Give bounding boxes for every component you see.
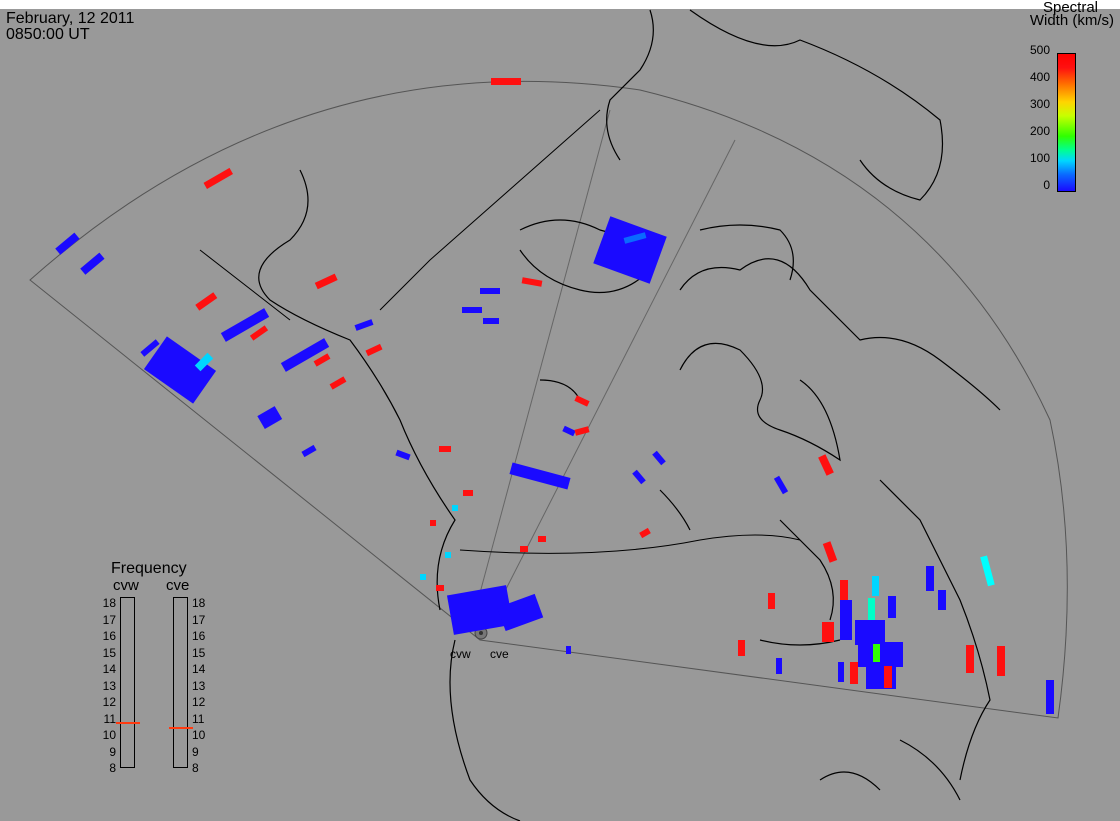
site-label-east: cve	[490, 647, 509, 661]
frequency-scale-label: 13	[102, 678, 116, 693]
frequency-scale-label: 8	[109, 761, 116, 775]
frequency-scale-label: 9	[109, 744, 116, 759]
beam-boundary	[479, 139, 736, 641]
colorbar-tick: 300	[1029, 97, 1050, 111]
frequency-scale-label: 16	[192, 629, 206, 643]
field-of-view-outline	[29, 80, 1068, 719]
frequency-scale-label: 10	[192, 728, 206, 742]
legend-title-line2: Width (km/s)	[1029, 12, 1114, 29]
frequency-scale-label: 18	[192, 596, 206, 610]
frequency-scale-label: 12	[192, 695, 206, 709]
colorbar-tick: 0	[1043, 178, 1050, 192]
echo-layer-mid-width	[194, 232, 995, 662]
colorbar-tick: 100	[1029, 151, 1050, 165]
frequency-scale-label: 17	[102, 612, 116, 627]
beam-boundary	[469, 109, 611, 631]
frequency-scale-label: 15	[102, 645, 116, 660]
top-band	[0, 0, 1120, 9]
frequency-scale-label: 11	[103, 711, 116, 726]
frequency-scale-label: 12	[102, 695, 116, 709]
frequency-station-label-cve: cve	[166, 577, 190, 594]
frequency-scale-label: 13	[192, 678, 206, 693]
date-label: February, 12 2011	[6, 10, 135, 27]
spectral-width-colorbar	[1057, 53, 1076, 192]
frequency-scale-label: 15	[192, 645, 206, 660]
frequency-marker-cve	[169, 726, 193, 729]
frequency-scale-label: 14	[192, 662, 206, 676]
frequency-scale-label: 18	[102, 596, 116, 610]
frequency-scale-label: 10	[102, 728, 116, 742]
radar-site-marker	[479, 631, 483, 635]
time-label: 0850:00 UT	[6, 26, 90, 43]
frequency-scale-label: 17	[192, 612, 206, 627]
colorbar-tick: 500	[1029, 43, 1050, 57]
site-label-west: cvw	[450, 647, 471, 661]
coastline-layer	[258, 9, 1001, 821]
frequency-scale-label: 11	[192, 711, 205, 726]
frequency-gauge-cve	[173, 597, 188, 768]
colorbar-tick: 400	[1029, 70, 1050, 84]
echo-layer-low-width	[55, 216, 1054, 714]
frequency-marker-cvw	[116, 721, 140, 724]
frequency-scale-label: 16	[102, 629, 116, 643]
echo-layer-high-width	[195, 78, 1005, 688]
frequency-scale-label: 9	[192, 744, 199, 759]
frequency-gauge-cvw	[120, 597, 135, 768]
frequency-station-label-cvw: cvw	[113, 577, 139, 594]
colorbar-tick: 200	[1029, 124, 1050, 138]
boundary-layer	[199, 109, 801, 554]
legend-title-line1: Spectral	[1042, 0, 1098, 16]
frequency-scale-label: 8	[192, 761, 199, 775]
frequency-scale-label: 14	[102, 662, 116, 676]
frequency-title: Frequency	[111, 560, 187, 577]
